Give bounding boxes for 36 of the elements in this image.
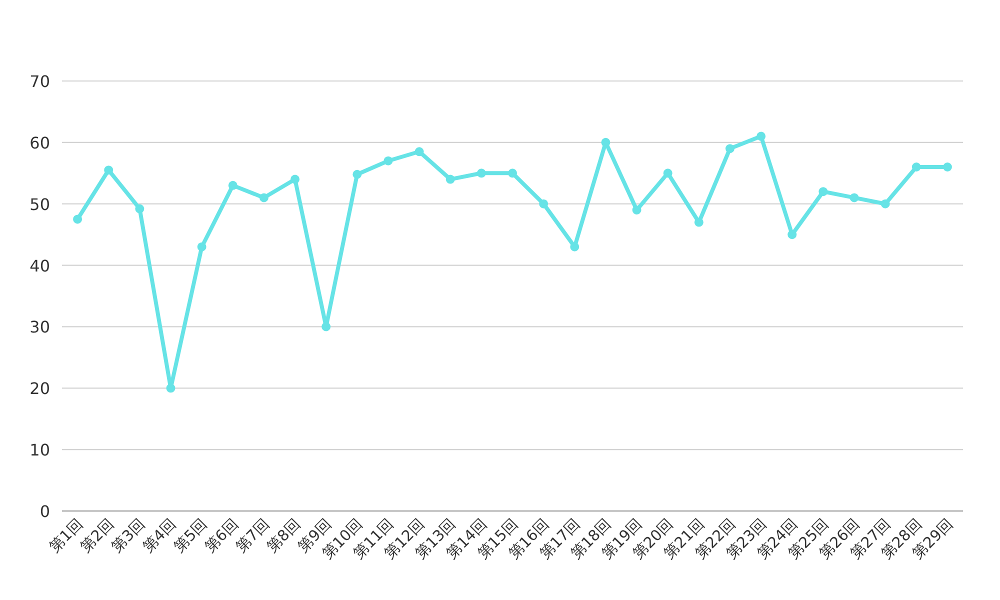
y-tick-label: 70	[30, 72, 50, 91]
point	[290, 174, 300, 184]
point	[601, 138, 610, 147]
y-tick-label: 50	[30, 194, 50, 214]
y-tick-label: 40	[30, 256, 50, 276]
point	[446, 174, 455, 184]
point	[539, 199, 548, 208]
point	[104, 166, 114, 175]
y-tick-label: 10	[30, 440, 50, 460]
point	[663, 168, 672, 178]
y-tick-label: 60	[30, 133, 50, 152]
point	[912, 162, 921, 172]
point	[476, 168, 486, 178]
point	[197, 242, 206, 252]
point	[725, 144, 734, 154]
point	[942, 162, 952, 172]
point	[384, 156, 393, 166]
point	[228, 180, 238, 190]
point	[818, 187, 828, 196]
point	[694, 218, 704, 227]
point	[73, 214, 82, 224]
point	[166, 384, 176, 393]
y-tick-label: 0	[40, 502, 50, 521]
point	[322, 322, 331, 332]
point	[414, 147, 424, 156]
y-tick-label: 20	[30, 379, 50, 398]
point	[756, 132, 766, 141]
point	[259, 193, 268, 202]
point	[135, 204, 144, 214]
point	[632, 206, 642, 214]
y-tick-label: 30	[30, 318, 50, 337]
point	[352, 170, 362, 179]
point	[508, 168, 517, 178]
point	[880, 199, 890, 208]
point	[850, 193, 859, 202]
point	[788, 230, 797, 240]
